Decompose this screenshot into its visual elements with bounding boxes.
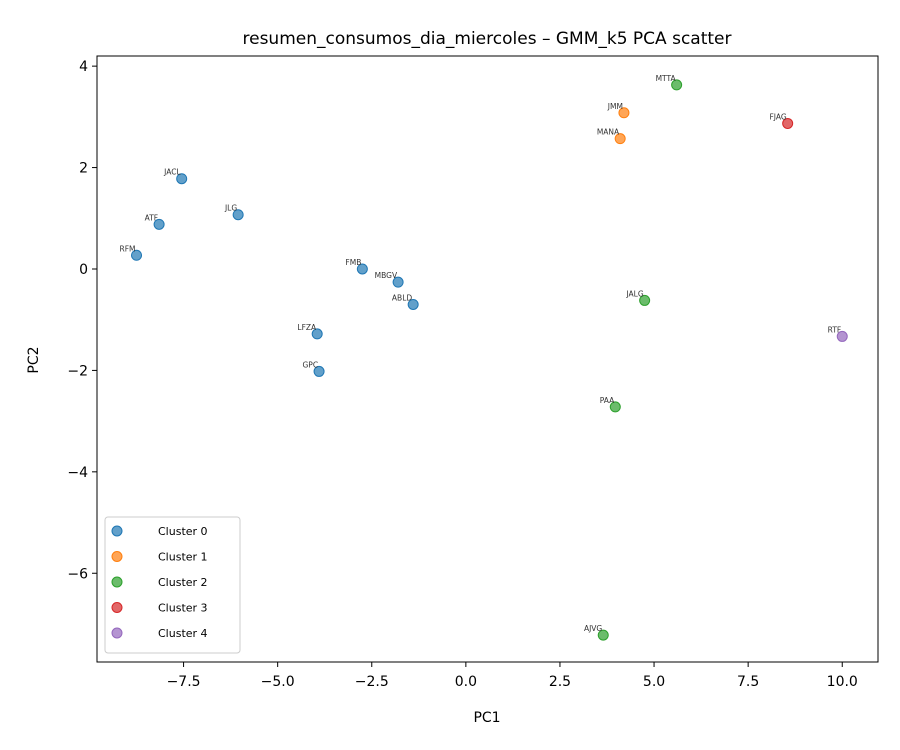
data-point (597, 629, 609, 641)
point-label: AJVG (584, 624, 602, 633)
data-point (356, 263, 368, 275)
x-tick-label: 10.0 (827, 674, 858, 690)
x-tick-label: 5.0 (643, 674, 665, 690)
legend-entry: Cluster 0 (158, 525, 208, 538)
legend-entry: Cluster 2 (158, 576, 208, 589)
x-axis-label: PC1 (473, 710, 500, 726)
plot-area: −7.5 −5.0 −2.5 0.0 2.5 5.0 7.5 10.0 −6 −4 −2 0 2 4 JAC… (67, 55, 879, 690)
plot-frame (96, 55, 879, 663)
chart-title: resumen_consumos_dia_miercoles – GMM_k5 … (243, 29, 732, 49)
y-axis-label: PC2 (26, 346, 42, 373)
y-tick-label: −2 (67, 363, 88, 379)
data-point (392, 276, 404, 288)
x-tick-label: −5.0 (261, 674, 295, 690)
legend-marker (111, 627, 123, 639)
point-label: ATF (145, 213, 158, 222)
legend-entry: Cluster 3 (158, 602, 208, 615)
data-point (407, 298, 419, 310)
y-tick-label: −4 (67, 465, 88, 481)
legend-marker (111, 576, 123, 588)
x-tick-label: 0.0 (455, 674, 477, 690)
y-tick-label: 2 (79, 161, 88, 177)
legend-entry: Cluster 4 (158, 627, 208, 640)
legend-marker (111, 551, 123, 562)
legend-marker (111, 602, 123, 613)
data-point (153, 218, 165, 230)
x-tick-label: 2.5 (549, 674, 571, 690)
point-label: JLG (224, 204, 237, 213)
y-tick-label: 4 (79, 59, 88, 75)
data-point (311, 328, 323, 340)
point-label: MTTA (656, 74, 677, 83)
data-point (782, 117, 794, 129)
data-point (671, 79, 683, 91)
point-label: RTF (828, 325, 842, 334)
point-label: MBGV (375, 271, 398, 280)
legend-entry: Cluster 1 (158, 551, 208, 564)
point-label: RFM (120, 244, 136, 253)
data-point (176, 173, 188, 185)
data-point (232, 209, 244, 221)
point-label: MANA (597, 128, 620, 137)
data-point (313, 365, 325, 377)
data-point (614, 133, 626, 145)
point-label: GPC (302, 360, 318, 369)
point-label: JACL (163, 168, 181, 177)
x-tick-label: −7.5 (167, 674, 201, 690)
point-label: FMB (345, 258, 361, 267)
data-point (609, 401, 621, 413)
point-label: JALG (625, 289, 643, 298)
point-label: LFZA (297, 323, 317, 332)
data-point (618, 107, 630, 119)
x-tick-label: −2.5 (355, 674, 389, 690)
data-point (131, 249, 143, 261)
point-label: FJAG (769, 112, 786, 121)
x-tick-label: 7.5 (737, 674, 759, 690)
legend-box (104, 516, 241, 654)
point-label: JMM (607, 102, 623, 111)
point-label: ABLD (392, 293, 412, 302)
legend-marker (111, 525, 123, 537)
point-label: PAA (600, 396, 615, 405)
y-tick-label: 0 (79, 262, 88, 278)
legend: Cluster 0 Cluster 1 Cluster 2 Cluster 3 Clus… (104, 516, 241, 654)
data-point (639, 294, 651, 306)
y-tick-label: −6 (67, 566, 88, 582)
data-point (836, 330, 848, 342)
